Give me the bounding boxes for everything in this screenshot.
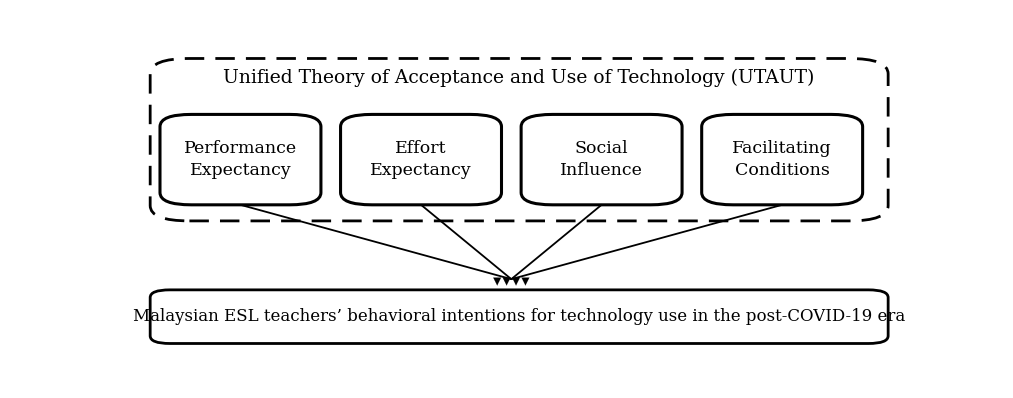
Text: Unified Theory of Acceptance and Use of Technology (UTAUT): Unified Theory of Acceptance and Use of … — [224, 69, 814, 88]
FancyBboxPatch shape — [150, 59, 888, 221]
FancyBboxPatch shape — [160, 114, 321, 205]
Text: Performance
Expectancy: Performance Expectancy — [184, 140, 297, 179]
Text: Facilitating
Conditions: Facilitating Conditions — [732, 140, 832, 179]
FancyBboxPatch shape — [340, 114, 501, 205]
FancyBboxPatch shape — [521, 114, 682, 205]
Text: Effort
Expectancy: Effort Expectancy — [370, 140, 472, 179]
Text: Social
Influence: Social Influence — [560, 140, 643, 179]
Text: Malaysian ESL teachers’ behavioral intentions for technology use in the post-COV: Malaysian ESL teachers’ behavioral inten… — [133, 308, 906, 325]
FancyBboxPatch shape — [702, 114, 863, 205]
FancyBboxPatch shape — [150, 290, 888, 343]
